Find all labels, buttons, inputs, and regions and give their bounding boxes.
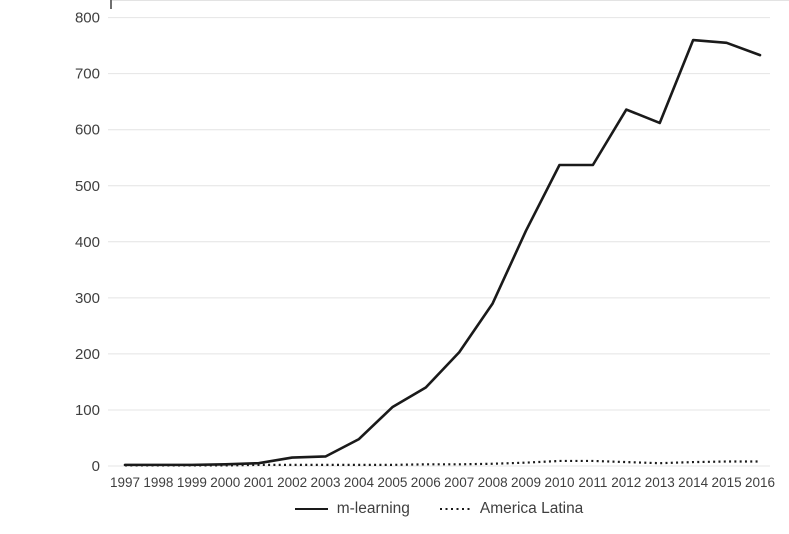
legend: m-learning America Latina bbox=[108, 496, 770, 522]
x-tick-label-2013: 2013 bbox=[645, 475, 675, 490]
y-tick-label-0: 0 bbox=[92, 458, 100, 475]
x-tick-label-2010: 2010 bbox=[544, 475, 574, 490]
x-tick-label-1999: 1999 bbox=[177, 475, 207, 490]
y-gridlines bbox=[108, 17, 770, 467]
y-tick-label-500: 500 bbox=[75, 178, 100, 195]
axis-top-tick bbox=[110, 0, 112, 9]
x-tick-label-2014: 2014 bbox=[678, 475, 709, 490]
solid-line-swatch bbox=[294, 508, 328, 510]
x-tick-label-2011: 2011 bbox=[578, 475, 607, 490]
y-tick-label-100: 100 bbox=[75, 402, 100, 419]
y-tick-label-600: 600 bbox=[75, 122, 100, 139]
series-line-m-learning bbox=[123, 38, 762, 467]
legend-label-america-latina: America Latina bbox=[479, 500, 584, 517]
x-tick-label-2000: 2000 bbox=[210, 475, 240, 490]
y-tick-label-300: 300 bbox=[75, 290, 100, 307]
x-tick-label-2005: 2005 bbox=[377, 475, 407, 490]
dotted-line-swatch bbox=[439, 507, 471, 511]
y-tick-labels: 0 100 200 300 400 500 600 700 800 bbox=[75, 10, 100, 475]
x-tick-label-2004: 2004 bbox=[344, 475, 375, 490]
legend-label-m-learning: m-learning bbox=[336, 500, 410, 517]
x-tick-label-2008: 2008 bbox=[478, 475, 508, 490]
x-tick-label-2003: 2003 bbox=[311, 475, 341, 490]
x-tick-label-2012: 2012 bbox=[611, 475, 641, 490]
window-edge-line bbox=[110, 0, 789, 1]
x-tick-label-1997: 1997 bbox=[110, 475, 140, 490]
x-tick-label-2009: 2009 bbox=[511, 475, 541, 490]
legend-item-m-learning: m-learning bbox=[294, 500, 410, 518]
x-tick-label-2002: 2002 bbox=[277, 475, 307, 490]
x-tick-labels: 1997 1998 1999 2000 2001 2002 2003 2004 2005 2006… bbox=[110, 475, 775, 490]
legend-item-america-latina: America Latina bbox=[439, 500, 584, 518]
x-tick-label-2007: 2007 bbox=[444, 475, 474, 490]
y-tick-label-800: 800 bbox=[75, 10, 100, 27]
x-tick-label-2016: 2016 bbox=[745, 475, 775, 490]
y-tick-label-400: 400 bbox=[75, 234, 100, 251]
x-tick-label-2006: 2006 bbox=[411, 475, 441, 490]
x-tick-label-2015: 2015 bbox=[712, 475, 742, 490]
y-tick-label-200: 200 bbox=[75, 346, 100, 363]
x-tick-label-1998: 1998 bbox=[143, 475, 173, 490]
y-tick-label-700: 700 bbox=[75, 66, 100, 83]
x-tick-label-2001: 2001 bbox=[244, 475, 274, 490]
